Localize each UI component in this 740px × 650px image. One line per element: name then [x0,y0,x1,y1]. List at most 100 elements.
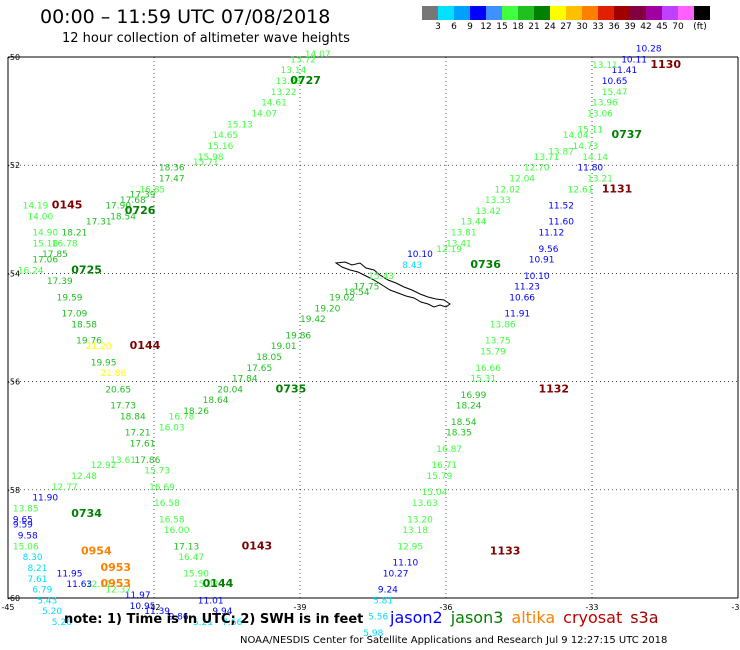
track-time-labels: 0727 0726 0725 0735 0734 0736 0737 0145 0144 0143… [52,58,682,590]
wave-height-label: 11.97 [125,591,151,601]
wave-height-points: 14.0713.7213.1413.3313.2214.6114.0715.13… [13,45,662,639]
wave-height-label: 8.43 [402,261,422,271]
legend-swatch [422,6,438,20]
wave-height-label: 15.98 [198,153,224,163]
wave-height-label: 19.02 [329,293,355,303]
wave-height-label: 20.04 [217,385,243,395]
legend-swatch [502,6,518,20]
wave-height-label: 18.26 [183,407,209,417]
wave-height-label: 15.79 [427,472,453,482]
wave-height-label: 12.77 [52,483,78,493]
legend-swatch [454,6,470,20]
wave-height-label: 12.95 [397,542,423,552]
wave-height-label: 10.10 [524,272,550,282]
wave-height-label: 19.86 [285,331,311,341]
wave-height-label: 8.30 [23,553,43,563]
wave-height-label: 16.66 [475,364,501,374]
wave-height-label: 10.10 [407,250,433,260]
page-subtitle: 12 hour collection of altimeter wave hei… [62,31,350,46]
wave-height-label: 15.18 [32,239,58,249]
legend-swatch [630,6,646,20]
wave-height-label: 17.90 [105,201,131,211]
track-time-label: 0736 [470,258,501,271]
wave-height-label: 9.86 [169,613,189,623]
legend-swatch [662,6,678,20]
legend-swatch [470,6,486,20]
legend-label: 36 [608,22,620,32]
legend-swatch [598,6,614,20]
wave-height-label: 14.14 [582,153,608,163]
legend-label: 6 [451,22,457,32]
x-tick-label: -33 [585,603,598,612]
wave-height-label: 12.92 [91,461,117,471]
wave-height-label: 13.41 [446,239,472,249]
wave-height-label: 15.11 [577,126,603,136]
wave-height-label: 15.13 [227,120,253,130]
wave-height-label: 11.01 [198,596,224,606]
wave-height-label: 11.63 [66,580,92,590]
wave-height-label: 15.73 [144,467,170,477]
wave-height-label: 14.19 [23,201,49,211]
legend-swatch [614,6,630,20]
wave-height-label: 5.98 [363,629,383,639]
x-tick-label: -36 [439,603,452,612]
legend-label: 30 [576,22,588,32]
wave-height-label: 16.03 [159,423,185,433]
wave-height-label: 18.64 [203,396,229,406]
wave-height-label: 19.20 [315,304,341,314]
wave-height-label: 13.11 [592,61,618,71]
wave-height-label: 17.21 [125,429,151,439]
wave-height-label: 16.87 [436,445,462,455]
wave-height-label: 7.61 [27,575,47,585]
south-georgia-coastline [334,261,451,308]
wave-height-label: 17.61 [130,440,156,450]
y-tick-label: -60 [7,594,20,603]
wave-height-label: 19.59 [57,293,83,303]
satellite-legend-altika: altika [511,608,556,627]
color-scale-legend [422,6,710,20]
wave-height-label: 19.42 [300,315,326,325]
wave-height-label: 17.86 [135,456,161,466]
x-tick-label: -45 [1,603,14,612]
wave-height-label: 16.58 [154,499,180,509]
wave-height-label: 13.87 [548,147,574,157]
track-time-label: 1132 [538,382,569,395]
satellite-legend-jason2: jason2 [390,608,443,627]
track-time-label: 0953 [100,577,131,590]
legend-label: 15 [496,22,508,32]
color-scale-labels: 3 6 9 12 15 18 21 24 27 30 33 36 39 42 45 70 (ft) [422,22,740,34]
legend-label: 21 [528,22,540,32]
wave-height-label: 14.00 [27,212,53,222]
wave-height-label: 6.79 [32,586,52,596]
track-time-label: 1133 [490,545,521,558]
wave-height-label: 13.20 [407,515,433,525]
wave-height-label: 12.04 [509,174,535,184]
wave-height-label: 21.86 [100,369,126,379]
wave-height-label: 14.07 [305,50,331,60]
wave-height-label: 11.95 [57,569,83,579]
wave-height-label: 16.58 [159,515,185,525]
track-time-label: 0953 [100,561,131,574]
wave-height-label: 7.66 [222,618,242,628]
legend-swatch [550,6,566,20]
wave-height-label: 9.94 [212,607,232,617]
wave-height-label: 5.21 [193,618,213,628]
wave-height-label: 15.07 [193,580,219,590]
wave-height-label: 12.37 [105,586,131,596]
wave-height-label: 11.80 [577,164,603,174]
map-grid [7,56,739,599]
wave-height-label: 14.07 [251,110,277,120]
wave-height-label: 16.85 [139,185,165,195]
wave-height-label: 17.47 [159,174,185,184]
wave-height-label: 13.06 [587,110,613,120]
axis-labels: -45 -42 -39 -36 -33 -30 -50 -52 -54 -56 -58 -60 [1,53,740,612]
wave-height-label: 9.59 [13,521,33,531]
wave-height-label: 12.48 [71,472,97,482]
wave-height-label: 11.91 [504,310,530,320]
legend-label: 70 [672,22,684,32]
track-time-label: 0726 [125,204,156,217]
wave-height-label: 13.63 [412,499,438,509]
wave-height-label: 5.56 [368,613,388,623]
satellite-legend: jason2 jason3 altika cryosat s3a [390,608,667,627]
